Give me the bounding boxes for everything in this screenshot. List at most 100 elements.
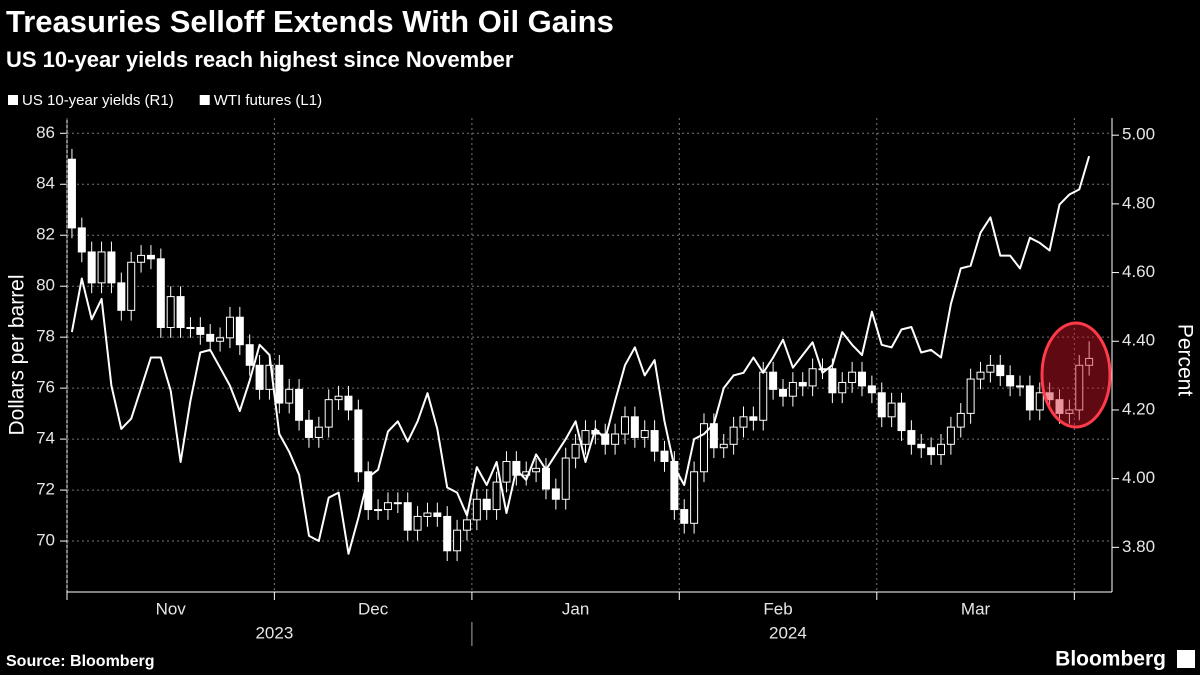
plot-area: 70 72 74 76 78 80 82 84 86 3.80 4.00 4.20 4.40 4.60 4.… [8,92,1155,646]
candle-body [245,344,254,366]
candle-body [1085,357,1094,366]
candle-body [1055,399,1064,414]
candle-body [620,416,629,435]
candle-body [996,364,1005,377]
candle-body [976,371,985,380]
candle-body [611,433,620,445]
y2-tick-label: 3.80 [1122,537,1155,556]
candle-body [749,416,758,421]
candle-body [1025,385,1034,411]
candle-body [206,333,215,342]
candle-body [729,426,738,445]
y-tick-label: 82 [36,225,55,244]
candle-body [166,296,175,329]
brand-logo [1177,650,1195,668]
candle-body [137,254,146,263]
candle-body [512,460,521,476]
candle-body [344,395,353,411]
y-tick-label: 72 [36,480,55,499]
chart-title: Treasuries Selloff Extends With Oil Gain… [6,4,614,39]
candle-body [946,426,955,445]
candle-body [1006,375,1015,387]
candle-body [927,447,936,456]
candle-body [334,395,343,401]
candle-body [87,251,96,284]
candle-body [907,430,916,445]
candle-body [304,419,313,438]
year-label: 2023 [255,623,293,642]
candle-body [423,512,432,517]
y-tick-label: 70 [36,531,55,550]
highlight-circle [1040,321,1112,429]
y2-tick-label: 4.80 [1122,193,1155,212]
x-tick-label: Dec [358,599,389,618]
candle-body [778,388,787,397]
y-tick-label: 78 [36,327,55,346]
candle-body [541,467,550,490]
legend-swatch [8,95,18,105]
candle-body [176,296,185,329]
candle-body [433,512,442,517]
candle-body [759,371,768,421]
candle-body [127,261,136,311]
x-tick-label: Feb [763,599,792,618]
candle-body [640,430,649,438]
candle-body [867,385,876,394]
candle-body [235,316,244,346]
candle-body [196,327,205,335]
candle-body [216,337,225,342]
candle-body [117,282,126,311]
candle-body [828,368,837,394]
candle-body [403,502,412,531]
candle-body [97,251,106,284]
candle-body [877,392,886,418]
candle-body [383,502,392,511]
y-axis-label: Dollars per barrel [6,274,29,435]
candle-body [393,502,402,505]
candle-body [1075,364,1084,411]
y2-tick-label: 4.60 [1122,262,1155,281]
candle-body [156,258,165,329]
candle-body [571,443,580,459]
candle-body [917,443,926,449]
candle-body [1035,392,1044,411]
candle-body [581,430,590,445]
y-tick-label: 74 [36,429,55,448]
candle-body [1016,385,1025,388]
candle-body [660,450,669,462]
candle-body [443,515,452,552]
candle-body [897,402,906,432]
candle-body [146,254,155,260]
candle-body [887,402,896,418]
candle-body [532,467,541,473]
candle-body [739,416,748,428]
candle-body [374,509,383,512]
candle-body [413,515,422,531]
x-tick-label: Jan [562,599,589,618]
year-label: 2024 [769,623,807,642]
candle-body [650,430,659,452]
candle-body [462,519,471,531]
candle-body [551,488,560,500]
candle-body [986,364,995,373]
candle-body [314,426,323,438]
candle-body [354,409,363,473]
candle-body [186,327,195,330]
candle-body [808,368,817,387]
candle-body [453,529,462,552]
y-tick-label: 80 [36,276,55,295]
candle-body [699,423,708,473]
candle-body [472,498,481,521]
chart-subtitle: US 10-year yields reach highest since No… [6,47,514,72]
candle-body [937,443,946,456]
candle-body [690,471,699,524]
candle-body [77,227,86,253]
y-tick-label: 86 [36,123,55,142]
y2-tick-label: 5.00 [1122,125,1155,144]
candle-body [769,371,778,390]
brand: Bloomberg [1055,648,1166,671]
candle-body [324,399,333,428]
candle-body [107,251,116,284]
candle-body [502,460,511,483]
